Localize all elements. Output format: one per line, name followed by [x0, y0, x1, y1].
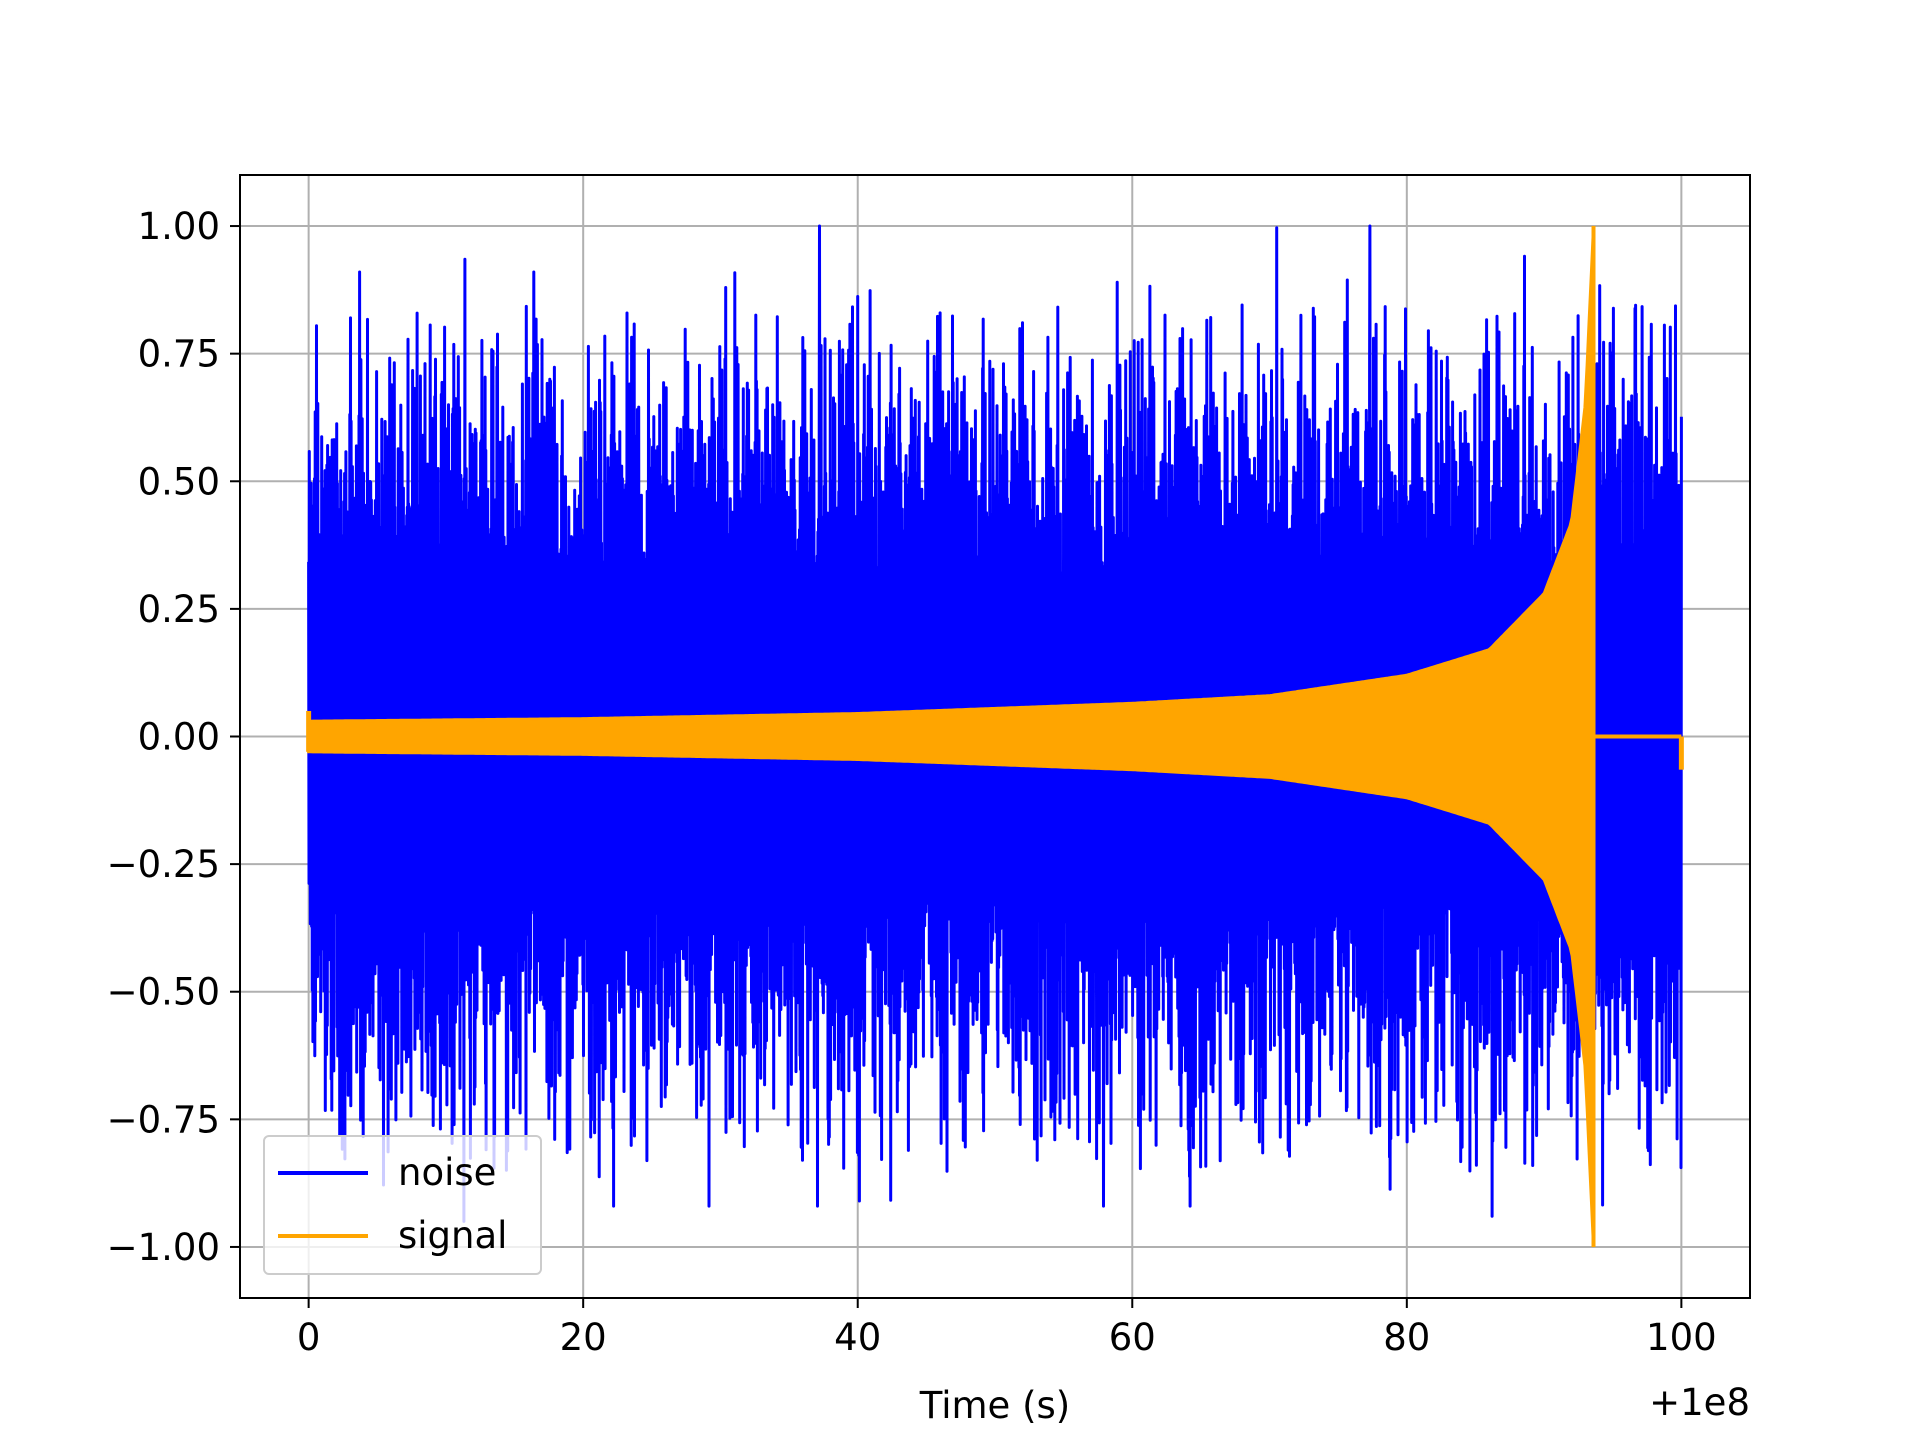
series-noise-line [307, 224, 1683, 1223]
y-tick-label: 0.00 [138, 716, 220, 759]
y-tick-label: −0.25 [107, 843, 220, 886]
x-axis-label: Time (s) [919, 1384, 1070, 1427]
y-tick-label: −0.75 [107, 1098, 220, 1141]
legend-signal-label: signal [398, 1214, 507, 1257]
legend-noise-label: noise [398, 1151, 496, 1194]
y-tick-label: 1.00 [138, 205, 220, 248]
x-axis-offset-label: +1e8 [1649, 1381, 1750, 1424]
x-tick-label: 60 [1109, 1316, 1156, 1359]
axis-ticks: 0 20 40 60 80 100 1.00 0.75 0.50 0.25 0.00 −0.25 −0.… [107, 205, 1717, 1359]
y-tick-label: −1.00 [107, 1226, 220, 1269]
x-tick-label: 80 [1383, 1316, 1430, 1359]
y-tick-label: 0.25 [138, 588, 220, 631]
y-tick-label: 0.75 [138, 333, 220, 376]
x-tick-label: 40 [834, 1316, 881, 1359]
legend-box [263, 1135, 542, 1275]
series-signal-envelope [307, 225, 1595, 1248]
x-tick-label: 0 [297, 1316, 321, 1359]
y-tick-label: 0.50 [138, 460, 220, 503]
y-tick-label: −0.50 [107, 971, 220, 1014]
x-tick-label: 100 [1646, 1316, 1717, 1359]
x-tick-label: 20 [560, 1316, 607, 1359]
series-layer [306, 224, 1684, 1248]
legend: noise signal [263, 1135, 542, 1275]
